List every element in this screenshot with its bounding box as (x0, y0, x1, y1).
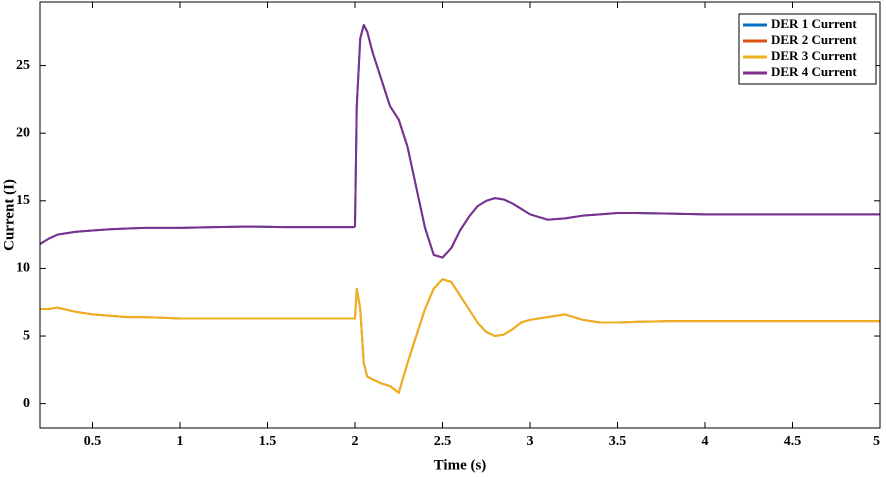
legend-label: DER 2 Current (771, 32, 857, 47)
legend-label: DER 1 Current (771, 16, 857, 31)
x-tick-label: 4.5 (784, 434, 802, 449)
x-tick-label: 0.5 (84, 434, 102, 449)
x-tick-label: 4 (702, 434, 709, 449)
y-tick-label: 15 (16, 193, 30, 208)
x-tick-label: 3.5 (609, 434, 627, 449)
y-tick-label: 10 (16, 261, 30, 276)
series-line (40, 23, 880, 259)
x-tick-label: 1.5 (259, 434, 277, 449)
legend-label: DER 4 Current (771, 64, 857, 79)
x-tick-label: 1 (177, 434, 184, 449)
legend-label: DER 3 Current (771, 48, 857, 63)
x-tick-label: 2 (352, 434, 359, 449)
x-tick-label: 3 (527, 434, 534, 449)
series-line (40, 278, 880, 394)
y-tick-label: 0 (23, 396, 30, 411)
y-tick-label: 5 (23, 328, 30, 343)
y-tick-label: 20 (16, 125, 30, 140)
x-axis-label: Time (s) (434, 457, 487, 473)
plot (40, 23, 880, 394)
axes-box (39, 1, 881, 429)
y-tick-label: 25 (16, 58, 30, 73)
x-tick-label: 2.5 (434, 434, 452, 449)
x-tick-label: 5 (873, 434, 880, 449)
y-axis-label: Current (I) (1, 179, 17, 251)
